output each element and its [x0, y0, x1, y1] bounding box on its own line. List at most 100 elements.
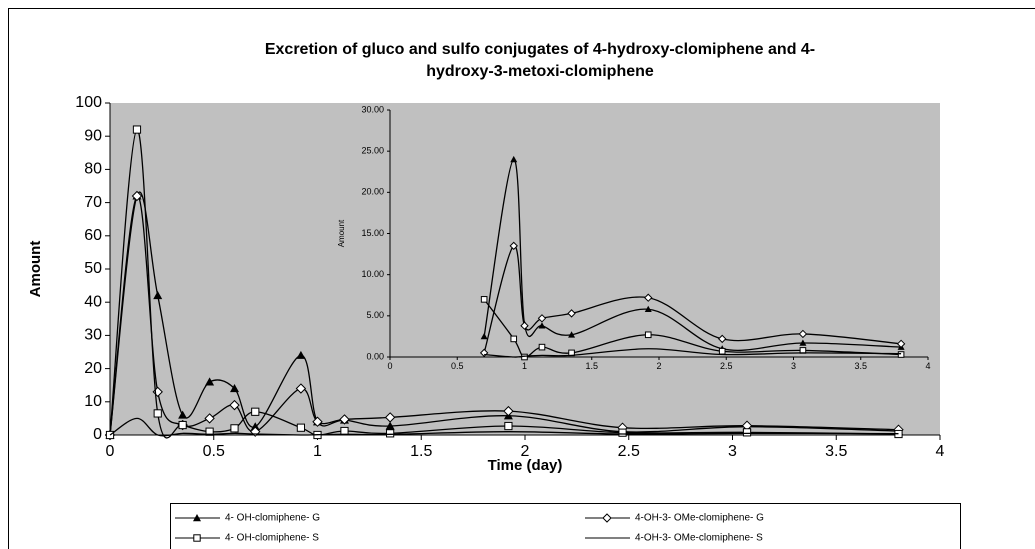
y-tick-label: 30	[84, 327, 102, 344]
y-tick-label: 50	[84, 260, 102, 277]
x-tick-label: 0	[106, 443, 115, 460]
x-tick-label: 2.5	[618, 443, 640, 460]
marker	[230, 384, 239, 393]
marker	[384, 412, 396, 423]
x-tick-label: 1	[522, 361, 527, 371]
marker	[503, 405, 514, 417]
series-line	[109, 417, 899, 437]
marker	[193, 534, 201, 542]
marker	[480, 332, 488, 340]
y-tick-label: 90	[84, 127, 102, 144]
x-tick-label: 0	[387, 361, 392, 371]
y-tick-label: 100	[75, 94, 102, 111]
marker	[230, 424, 239, 433]
y-tick-label: 0.00	[366, 351, 384, 361]
marker	[339, 414, 350, 425]
y-tick-label: 10.00	[361, 269, 384, 279]
series-line	[484, 348, 902, 358]
y-tick-label: 30.00	[361, 104, 384, 114]
marker	[897, 351, 905, 358]
marker	[480, 296, 488, 303]
marker	[178, 420, 187, 430]
y-tick-label: 20.00	[361, 187, 384, 197]
marker	[250, 422, 260, 431]
series-line	[483, 298, 902, 358]
y-tick-label: 80	[84, 161, 102, 178]
marker	[718, 347, 726, 355]
x-tick-label: 1.5	[585, 361, 598, 371]
marker	[340, 426, 349, 436]
marker	[618, 428, 627, 437]
marker	[567, 309, 576, 318]
x-tick-label: 4	[936, 443, 945, 460]
y-axis-title: Amount	[27, 241, 44, 298]
marker	[799, 339, 807, 346]
marker	[510, 335, 518, 343]
y-tick-label: 5.00	[366, 310, 384, 320]
marker	[509, 241, 518, 251]
marker	[644, 305, 652, 313]
x-tick-label: 1.5	[410, 443, 432, 460]
y-tick-label: 40	[84, 293, 102, 310]
legend-label: 4- OH-clomiphene- G	[225, 513, 320, 524]
marker	[538, 343, 546, 351]
y-tick-label: 10	[84, 393, 102, 410]
marker	[896, 339, 906, 349]
y-axis-title: Amount	[337, 219, 346, 247]
marker	[537, 314, 547, 323]
marker	[538, 322, 546, 329]
marker	[204, 413, 215, 424]
marker	[386, 429, 395, 438]
marker	[602, 513, 612, 523]
chart-title: hydroxy-3-metoxi-clomiphene	[426, 63, 654, 80]
y-tick-label: 70	[84, 194, 102, 211]
marker	[132, 125, 142, 134]
x-tick-label: 3.5	[825, 443, 847, 460]
legend-label: 4-OH-3- OMe-clomiphene- S	[635, 533, 763, 544]
marker	[644, 293, 653, 302]
x-tick-label: 1	[313, 443, 322, 460]
x-tick-label: 0.5	[203, 443, 225, 460]
marker	[798, 329, 808, 339]
plot-area	[390, 110, 928, 357]
x-tick-label: 0.5	[451, 361, 464, 371]
y-tick-label: 20	[84, 360, 102, 377]
x-tick-label: 3.5	[854, 361, 867, 371]
marker	[520, 321, 529, 330]
legend-box	[170, 503, 961, 549]
marker	[718, 334, 727, 344]
chart-title: Excretion of gluco and sulfo conjugates …	[265, 41, 815, 58]
marker	[205, 427, 214, 436]
marker	[178, 410, 188, 419]
marker	[193, 514, 201, 522]
marker	[205, 377, 215, 386]
marker	[296, 350, 306, 359]
y-tick-label: 0	[93, 426, 102, 443]
x-tick-label: 3	[791, 361, 796, 371]
x-tick-label: 2	[656, 361, 661, 371]
x-axis-title: Time (day)	[488, 457, 563, 474]
marker	[644, 331, 652, 339]
legend-label: 4-OH-3- OMe-clomiphene- G	[635, 513, 764, 524]
marker	[510, 155, 518, 163]
marker	[229, 399, 240, 411]
x-tick-label: 4	[925, 361, 930, 371]
marker	[312, 416, 323, 427]
y-tick-label: 15.00	[361, 228, 384, 238]
y-tick-label: 60	[84, 227, 102, 244]
x-tick-label: 2	[521, 443, 530, 460]
marker	[295, 383, 307, 394]
marker	[568, 331, 576, 338]
x-tick-label: 2.5	[720, 361, 733, 371]
marker	[131, 190, 143, 202]
marker	[385, 421, 395, 430]
marker	[153, 409, 162, 418]
marker	[504, 421, 513, 431]
legend-label: 4- OH-clomiphene- S	[225, 533, 319, 544]
y-tick-label: 25.00	[361, 146, 384, 156]
marker	[153, 291, 163, 300]
marker	[742, 428, 752, 437]
marker	[251, 407, 260, 416]
marker	[296, 423, 305, 432]
